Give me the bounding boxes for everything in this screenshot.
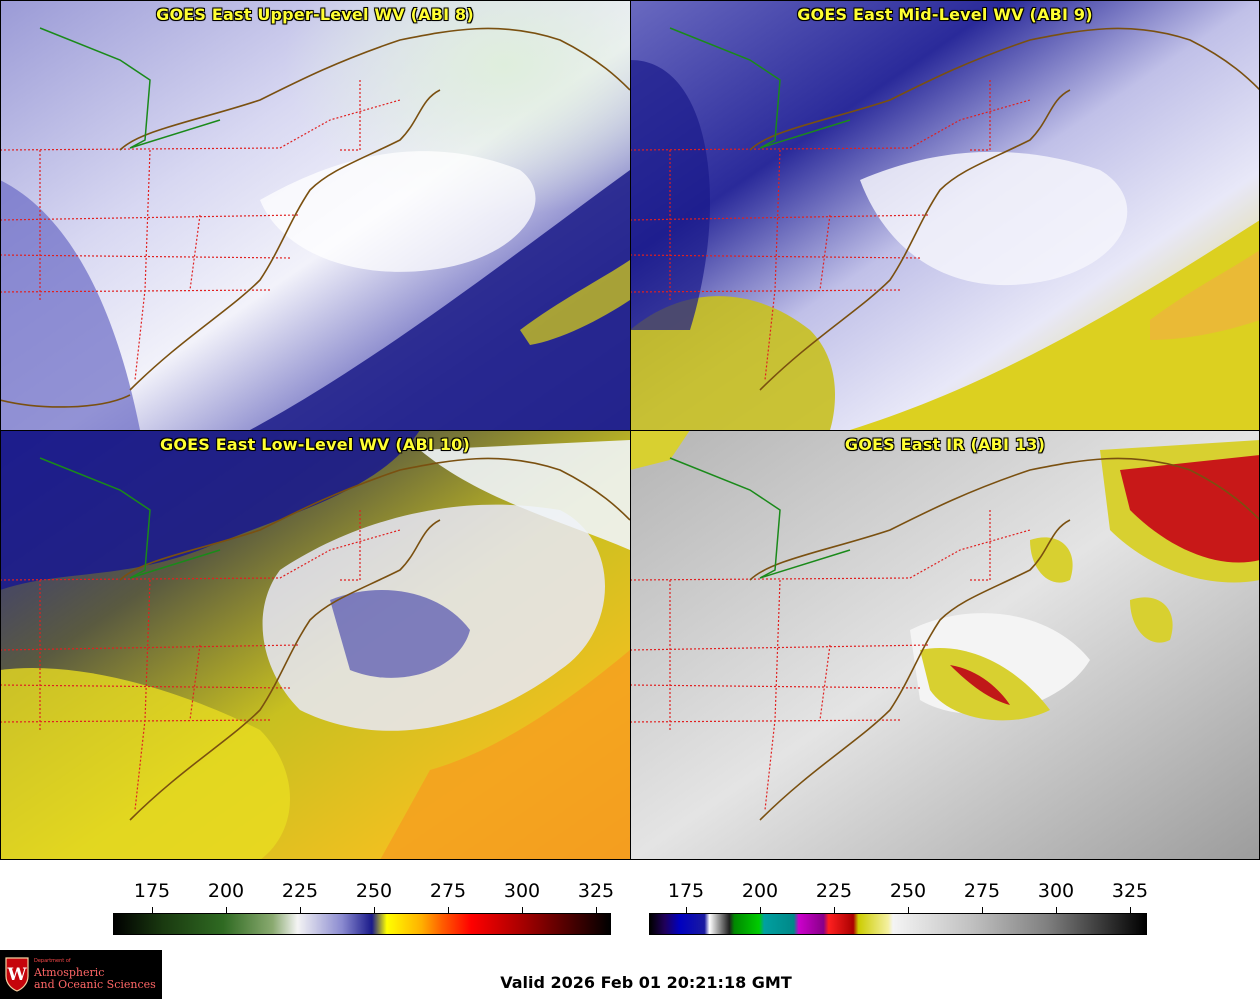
low-level-wv-panel: GOES East Low-Level WV (ABI 10) (0, 430, 630, 860)
ir-tick-label: 225 (815, 880, 853, 902)
panel-title: GOES East Upper-Level WV (ABI 8) (156, 5, 474, 24)
wv-colorbar-ticks: 175 200 225 250 275 300 325 (113, 880, 615, 906)
wv-tick-label: 175 (133, 880, 171, 902)
valid-time: Valid 2026 Feb 01 20:21:18 GMT (500, 973, 792, 992)
ir-panel: GOES East IR (ABI 13) (630, 430, 1260, 860)
ir-tick-label: 300 (1037, 880, 1075, 902)
mid-level-wv-panel: GOES East Mid-Level WV (ABI 9) (630, 0, 1260, 430)
ir-tick-label: 325 (1111, 880, 1149, 902)
ir-tick-label: 250 (889, 880, 927, 902)
wv-tick-label: 250 (355, 880, 393, 902)
wv-tick-label: 325 (577, 880, 615, 902)
ir-tick-marks (649, 907, 1147, 913)
low-level-wv-imagery (0, 430, 630, 860)
logo-dept-label: Department of (34, 958, 71, 964)
upper-level-wv-imagery (0, 0, 630, 430)
wv-tick-label: 225 (281, 880, 319, 902)
uw-crest-icon: W (5, 957, 29, 992)
ir-tick-label: 175 (667, 880, 705, 902)
panel-title: GOES East IR (ABI 13) (844, 435, 1046, 454)
logo-line-1: Atmospheric (34, 966, 105, 979)
mid-level-wv-imagery (630, 0, 1260, 430)
ir-imagery (630, 430, 1260, 860)
aos-logo: W Department of Atmospheric and Oceanic … (0, 950, 162, 999)
ir-colorbar (649, 913, 1147, 935)
ir-colorbar-ticks: 175 200 225 250 275 300 325 (649, 880, 1149, 906)
panel-title: GOES East Mid-Level WV (ABI 9) (797, 5, 1093, 24)
ir-tick-label: 200 (741, 880, 779, 902)
wv-tick-label: 200 (207, 880, 245, 902)
crest-letter: W (6, 965, 27, 985)
upper-level-wv-panel: GOES East Upper-Level WV (ABI 8) (0, 0, 630, 430)
panel-title: GOES East Low-Level WV (ABI 10) (159, 435, 470, 454)
wv-tick-label: 275 (429, 880, 467, 902)
wv-colorbar (113, 913, 611, 935)
wv-tick-label: 300 (503, 880, 541, 902)
logo-line-2: and Oceanic Sciences (34, 978, 156, 991)
ir-tick-label: 275 (963, 880, 1001, 902)
wv-tick-marks (113, 907, 611, 913)
